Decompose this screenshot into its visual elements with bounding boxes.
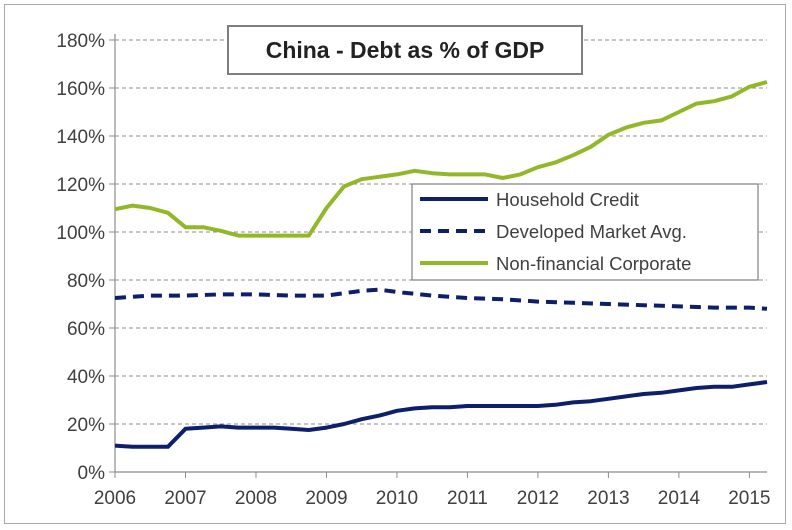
legend-label: Non-financial Corporate — [496, 253, 691, 274]
y-tick-label: 0% — [78, 463, 106, 484]
chart-title: China - Debt as % of GDP — [266, 37, 545, 63]
title-box — [227, 25, 583, 75]
series-line-1 — [114, 380, 768, 449]
x-tick-label: 2014 — [658, 488, 701, 509]
legend-label: Developed Market Avg. — [496, 221, 687, 242]
x-tick-label: 2013 — [587, 488, 629, 509]
axes — [114, 34, 767, 473]
x-tick-label: 2010 — [376, 488, 418, 509]
y-tick-label: 40% — [67, 367, 105, 388]
y-tick-label: 180% — [56, 31, 105, 52]
y-tick-label: 140% — [56, 127, 105, 148]
y-axis-ticks: 0% 20% 40% 60% 80% 100% 120% 140% 160% 180% — [56, 31, 115, 484]
x-tick-label: 2011 — [447, 488, 488, 509]
legend: Household Credit Developed Market Avg. Non… — [411, 183, 759, 281]
x-tick-label: 2012 — [517, 488, 559, 509]
chart-title-box: China - Debt as % of GDP — [227, 25, 583, 75]
x-tick-label: 2009 — [305, 488, 347, 509]
y-tick-label: 20% — [67, 415, 105, 436]
x-tick-label: 2008 — [235, 488, 277, 509]
y-tick-label: 100% — [56, 223, 105, 244]
x-axis-ticks: 2006 2007 2008 2009 2010 2011 2012 2013 2014 2015 — [94, 472, 771, 509]
y-tick-label: 80% — [67, 271, 105, 292]
series-line-2 — [114, 287, 768, 311]
series-lines — [114, 80, 768, 449]
legend-label: Household Credit — [496, 189, 639, 210]
y-tick-label: 120% — [56, 175, 105, 196]
y-tick-label: 60% — [67, 319, 105, 340]
x-tick-label: 2007 — [164, 488, 206, 509]
series-line-3 — [114, 80, 768, 238]
x-tick-label: 2015 — [728, 488, 770, 509]
x-tick-label: 2006 — [94, 488, 136, 509]
y-tick-label: 160% — [56, 79, 105, 100]
